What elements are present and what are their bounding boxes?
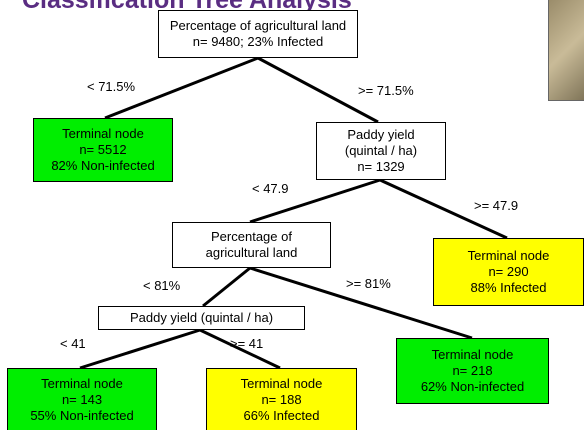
node: Terminal node n= 143 55% Non-infected [7,368,157,430]
edge-line [249,178,381,224]
node: Paddy yield (quintal / ha) [98,306,305,330]
node: Terminal node n= 218 62% Non-infected [396,338,549,404]
node-text: n= 218 [452,363,493,378]
edge-label: >= 47.9 [474,198,519,213]
node-text: n= 143 [61,392,103,407]
node: Percentage of agricultural land n= 9480; … [158,10,358,58]
node-text: Terminal node [467,248,550,263]
node-text: agricultural land [205,245,298,260]
node-text: (quintal / ha) [344,143,418,158]
photo [548,0,584,101]
edge-label: < 47.9 [252,181,289,196]
node-text: Terminal node [62,126,144,141]
node-text: 62% Non-infected [420,379,525,394]
node: Percentage of agricultural land [172,222,331,268]
node-text: Paddy yield (quintal / ha) [129,310,274,325]
edge-label: >= 41 [230,336,264,351]
node-text: 82% Non-infected [51,158,155,173]
edge-label: < 81% [143,278,181,293]
node: Terminal node n= 188 66% Infected [206,368,357,430]
node-text: 55% Non-infected [30,408,134,423]
edge-label: < 41 [60,336,86,351]
node: Paddy yield (quintal / ha) n= 1329 [316,122,446,180]
edge-line [257,56,379,124]
node-text: 66% Infected [243,408,320,423]
node: Terminal node n= 290 88% Infected [433,238,584,306]
node-text: Percentage of [211,229,292,244]
edge-line [104,56,259,120]
edge-line [79,328,201,370]
node-text: 88% Infected [470,280,547,295]
edge-line [199,328,281,370]
node-text: n= 9480; 23% Infected [192,34,324,49]
edge-line [249,266,473,340]
edge-label: >= 71.5% [358,83,414,98]
edge-line [379,178,508,240]
node-text: Paddy yield [347,127,415,142]
node: Terminal node n= 5512 82% Non-infected [33,118,173,182]
node-text: n= 1329 [357,159,405,174]
edge-label: < 71.5% [87,79,136,94]
node-text: Terminal node [240,376,323,391]
node-text: Terminal node [41,376,123,391]
node-text: n= 188 [261,392,302,407]
node-text: n= 5512 [79,142,127,157]
edge-line [202,266,251,308]
edge-label: >= 81% [346,276,391,291]
node-text: Terminal node [431,347,514,362]
node-text: n= 290 [488,264,529,279]
node-text: Percentage of agricultural land [169,18,347,33]
